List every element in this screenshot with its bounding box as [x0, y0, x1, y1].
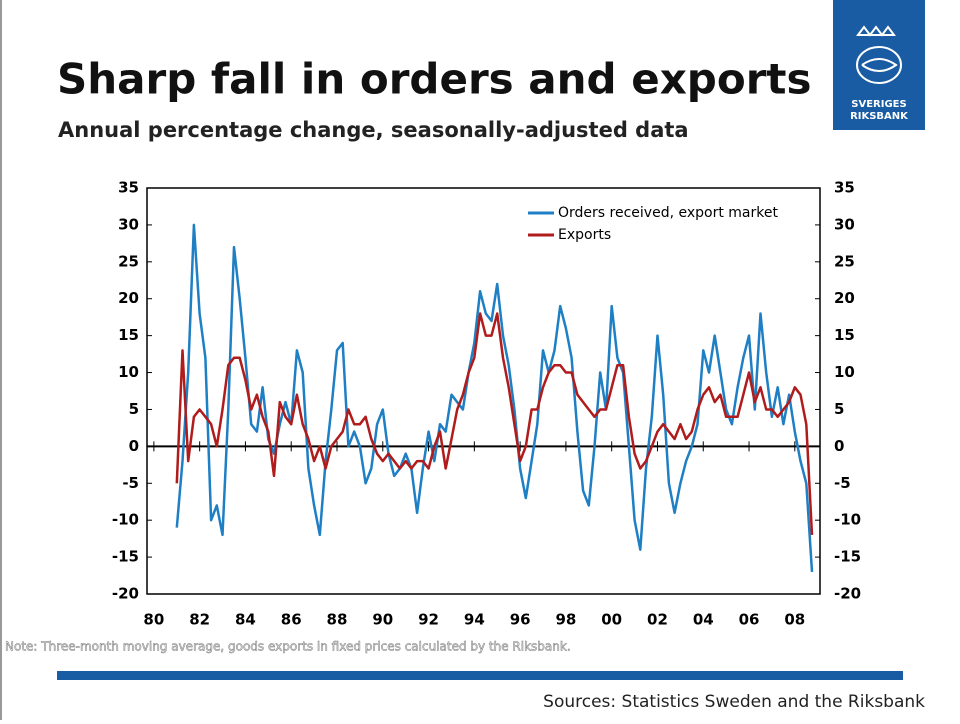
chart-subtitle: Annual percentage change, seasonally-adj…: [58, 118, 689, 142]
y2-tick-label: -5: [834, 474, 851, 492]
y2-tick-label: -20: [834, 585, 861, 603]
y2-tick-label: 10: [834, 363, 855, 381]
x-tick-label: 08: [784, 611, 805, 629]
logo-box: [833, 0, 925, 130]
note: Note: Three-month moving average, goods …: [5, 640, 571, 654]
x-tick-label: 98: [555, 611, 576, 629]
x-tick-label: 02: [647, 611, 668, 629]
x-tick-label: 84: [235, 611, 256, 629]
y2-tick-label: -10: [834, 511, 861, 529]
y-tick-label: 15: [118, 326, 139, 344]
x-tick-label: 92: [418, 611, 439, 629]
y-tick-label: 0: [129, 437, 139, 455]
y2-tick-label: 15: [834, 326, 855, 344]
y-tick-label: 35: [118, 179, 139, 197]
x-tick-label: 96: [510, 611, 531, 629]
x-tick-label: 88: [327, 611, 348, 629]
x-tick-label: 94: [464, 611, 485, 629]
y2-tick-label: 5: [834, 400, 844, 418]
y2-tick-label: 35: [834, 179, 855, 197]
y-tick-label: -20: [112, 585, 139, 603]
y2-tick-label: 0: [834, 437, 844, 455]
x-tick-label: 04: [693, 611, 714, 629]
y-tick-label: -10: [112, 511, 139, 529]
y-tick-label: 20: [118, 289, 139, 307]
series-line: [175, 312, 814, 535]
legend-label: Orders received, export market: [558, 205, 778, 221]
y2-tick-label: 25: [834, 252, 855, 270]
y-tick-label: 30: [118, 215, 139, 233]
legend-box: [522, 202, 794, 248]
x-tick-label: 06: [739, 611, 760, 629]
series-line: [175, 223, 814, 572]
y-tick-label: -15: [112, 548, 139, 566]
logo-emblem: [856, 25, 902, 84]
plot: -20 -15 -10 -5 0 5 10 15 20 25 30 35 -20 -15 -10 -5 0 5 10…: [112, 179, 861, 629]
x-tick-label: 90: [372, 611, 393, 629]
legend-label: Exports: [558, 227, 611, 243]
y-tick-label: -5: [122, 474, 139, 492]
y-tick-label: 25: [118, 252, 139, 270]
footer-bar: [57, 671, 903, 680]
chart-title: Sharp fall in orders and exports: [57, 55, 812, 104]
plot-frame: [146, 187, 821, 595]
y2-tick-label: 30: [834, 215, 855, 233]
y2-tick-label: 20: [834, 289, 855, 307]
x-tick-label: 82: [189, 611, 210, 629]
logo-text: SVERIGES: [851, 99, 906, 110]
x-tick-label: 86: [281, 611, 302, 629]
y2-tick-label: -15: [834, 548, 861, 566]
source: Sources: Statistics Sweden and the Riksb…: [543, 692, 925, 712]
y-tick-label: 5: [129, 400, 139, 418]
y-tick-label: 10: [118, 363, 139, 381]
x-tick-label: 80: [143, 611, 164, 629]
logo-text: RIKSBANK: [850, 111, 909, 122]
x-tick-label: 00: [601, 611, 622, 629]
